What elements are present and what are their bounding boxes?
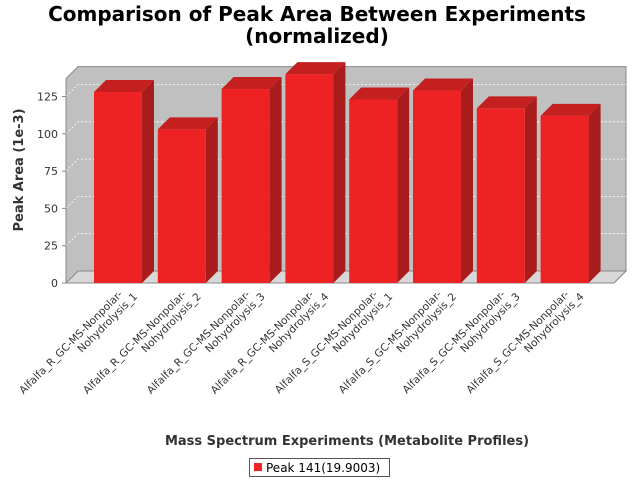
bar-top bbox=[476, 96, 537, 109]
bar-front bbox=[413, 90, 461, 283]
category-label: Alfalfa_R_GC-MS-Nonpolar-Nohydrolysis_2 bbox=[81, 282, 204, 405]
category-label: Alfalfa_R_GC-MS-Nonpolar-Nohydrolysis_3 bbox=[145, 282, 268, 405]
chart-title-line-1: Comparison of Peak Area Between Experime… bbox=[48, 2, 586, 26]
gridline bbox=[65, 121, 626, 135]
bar-side bbox=[269, 77, 282, 283]
gridlines bbox=[65, 84, 626, 246]
gridline bbox=[65, 158, 626, 172]
bar-top bbox=[349, 87, 410, 100]
bar-side bbox=[588, 103, 601, 284]
category-label: Alfalfa_S_GC-MS-Nonpolar-Nohydrolysis_3 bbox=[400, 282, 522, 404]
category-label-line-1: Alfalfa_R_GC-MS-Nonpolar- bbox=[209, 288, 317, 396]
bar-front bbox=[285, 74, 334, 284]
gridline bbox=[65, 233, 626, 246]
x-axis-title: Mass Spectrum Experiments (Metabolite Pr… bbox=[165, 434, 529, 449]
bar-side bbox=[397, 87, 410, 283]
bar-top bbox=[413, 78, 473, 91]
y-axis: 0 25 50 75 100 125 bbox=[37, 78, 67, 290]
bar bbox=[349, 87, 410, 283]
legend-swatch bbox=[254, 463, 262, 471]
legend: Peak 141(19.9003) bbox=[249, 458, 390, 477]
y-tick-label: 25 bbox=[44, 240, 58, 253]
bar-front bbox=[157, 129, 206, 283]
category-label-line-1: Alfalfa_S_GC-MS-Nonpolar- bbox=[337, 288, 445, 396]
category-labels: Alfalfa_R_GC-MS-Nonpolar-Nohydrolysis_1A… bbox=[17, 282, 587, 405]
bar bbox=[413, 78, 473, 283]
legend-label: Peak 141(19.9003) bbox=[266, 461, 380, 475]
bar bbox=[94, 80, 154, 283]
y-tick-label: 75 bbox=[44, 165, 58, 178]
bar-side bbox=[142, 80, 154, 283]
bar bbox=[285, 62, 346, 284]
y-tick-label: 125 bbox=[37, 91, 58, 104]
category-label-line-1: Alfalfa_R_GC-MS-Nonpolar- bbox=[145, 288, 253, 396]
bar-front bbox=[349, 99, 398, 283]
chart-title: Comparison of Peak Area Between Experime… bbox=[48, 2, 586, 48]
gridline bbox=[65, 84, 626, 97]
bar bbox=[476, 96, 537, 283]
category-label-line-1: Alfalfa_R_GC-MS-Nonpolar- bbox=[17, 288, 125, 396]
bars bbox=[94, 62, 601, 284]
bar bbox=[221, 77, 282, 283]
category-label-line-1: Alfalfa_R_GC-MS-Nonpolar- bbox=[81, 288, 189, 396]
bar-front bbox=[221, 89, 270, 283]
category-label-line-1: Alfalfa_S_GC-MS-Nonpolar- bbox=[273, 288, 381, 396]
category-label-line-1: Alfalfa_S_GC-MS-Nonpolar- bbox=[400, 288, 508, 396]
bar-top bbox=[285, 62, 346, 75]
category-label: Alfalfa_S_GC-MS-Nonpolar-Nohydrolysis_1 bbox=[273, 282, 395, 404]
y-tick-label: 50 bbox=[44, 202, 58, 215]
bar-top bbox=[221, 77, 282, 90]
y-tick-label: 100 bbox=[37, 128, 58, 141]
y-tick-label: 0 bbox=[51, 277, 58, 290]
bar bbox=[157, 117, 218, 283]
bar-front bbox=[476, 108, 525, 283]
chart-title-line-2: (normalized) bbox=[245, 24, 389, 48]
category-label: Alfalfa_S_GC-MS-Nonpolar-Nohydrolysis_4 bbox=[464, 282, 587, 405]
bar-side bbox=[205, 117, 218, 283]
legend-box bbox=[249, 458, 390, 477]
bar-top bbox=[157, 117, 218, 130]
category-label: Alfalfa_S_GC-MS-Nonpolar-Nohydrolysis_2 bbox=[337, 282, 459, 404]
bar-front bbox=[540, 115, 589, 284]
bar-side bbox=[524, 96, 537, 283]
bar bbox=[540, 103, 601, 284]
bar-top bbox=[540, 103, 601, 116]
category-label: Alfalfa_R_GC-MS-Nonpolar-Nohydrolysis_1 bbox=[17, 282, 140, 405]
category-label: Alfalfa_R_GC-MS-Nonpolar-Nohydrolysis_4 bbox=[209, 282, 332, 405]
bar-top bbox=[94, 80, 154, 93]
category-label-line-1: Alfalfa_S_GC-MS-Nonpolar- bbox=[464, 288, 572, 396]
bar-side bbox=[333, 62, 346, 284]
y-axis-title: Peak Area (1e-3) bbox=[12, 108, 27, 231]
gridline bbox=[65, 195, 626, 209]
bar-side bbox=[461, 78, 473, 283]
bar-front bbox=[94, 92, 142, 283]
